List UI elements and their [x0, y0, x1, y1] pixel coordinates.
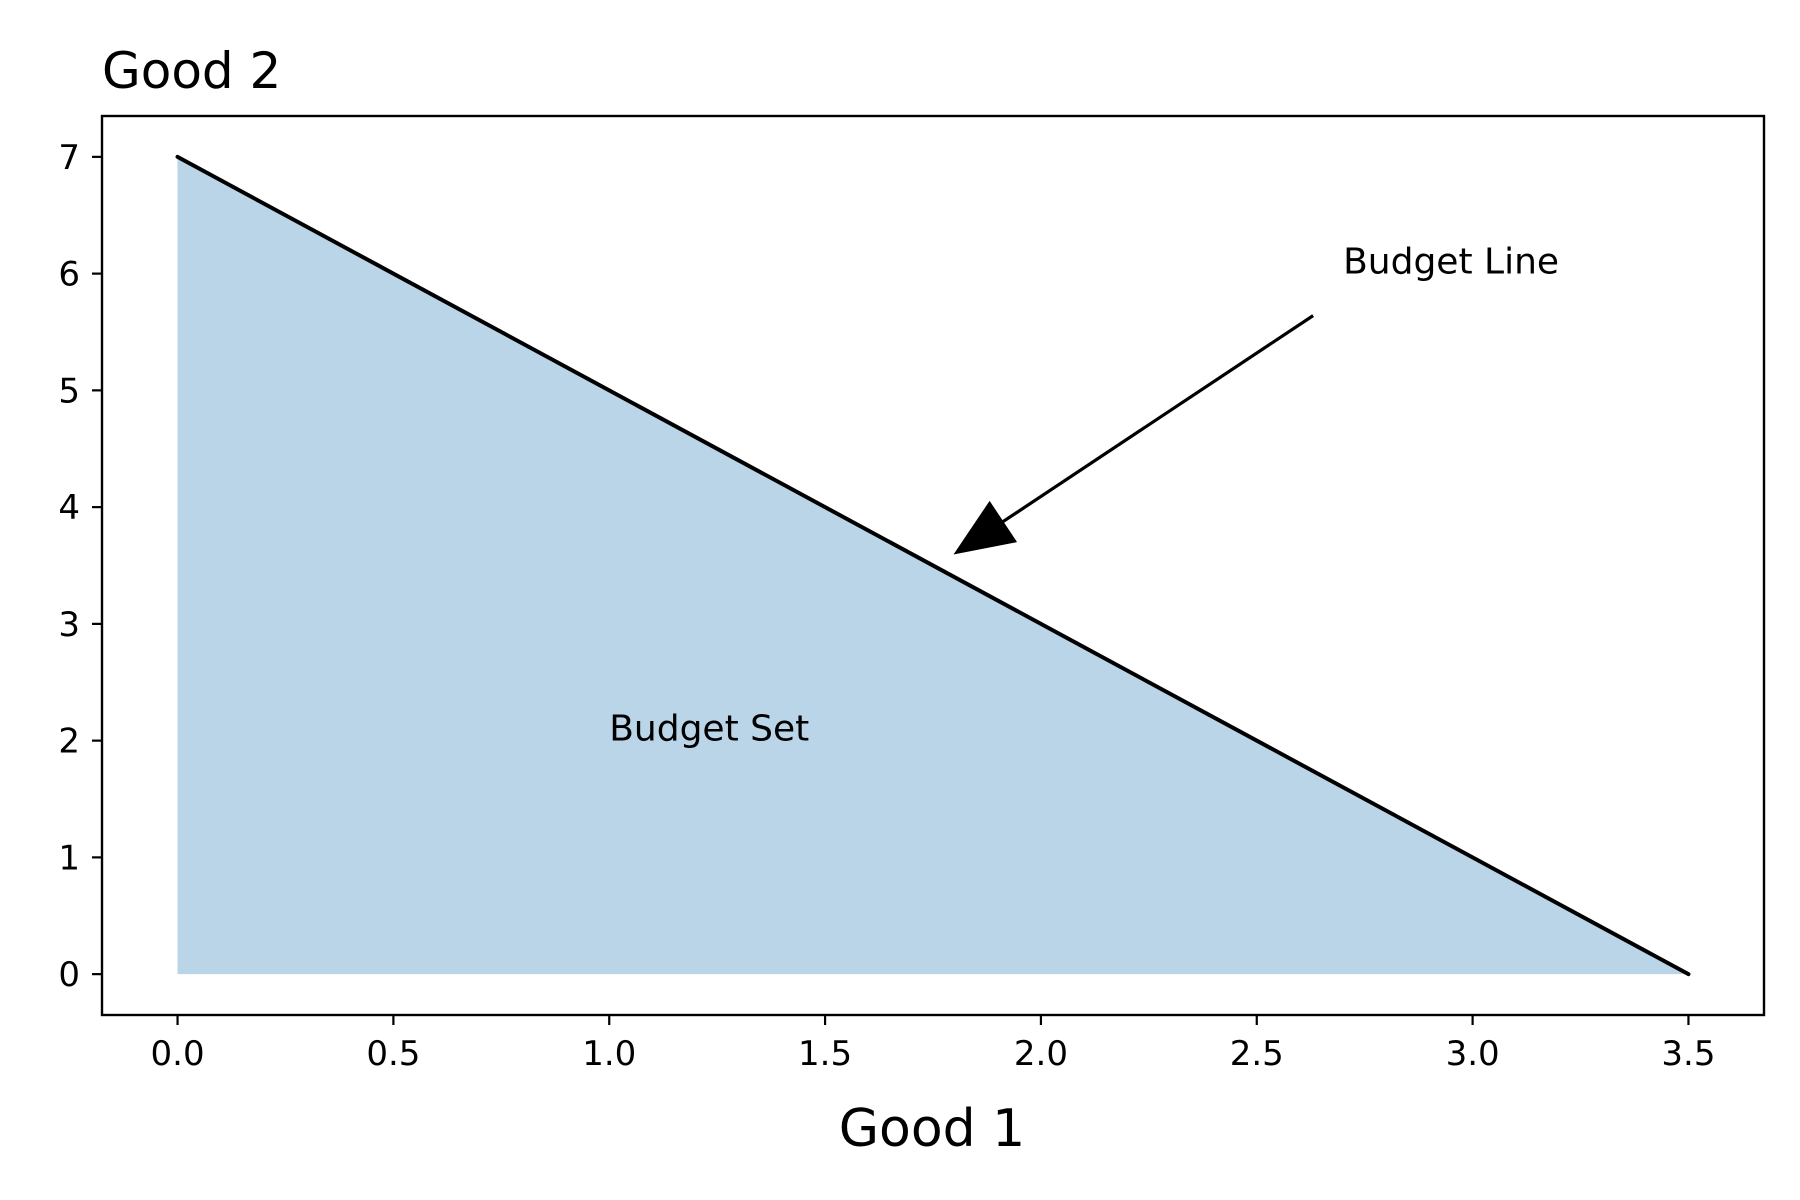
x-tick-label: 2.5 — [1230, 1034, 1284, 1074]
y-tick-label: 3 — [58, 605, 80, 645]
x-tick-label: 1.5 — [798, 1034, 852, 1074]
x-axis-title: Good 1 — [839, 1099, 1026, 1159]
y-tick-label: 4 — [58, 488, 80, 528]
x-tick-label: 3.0 — [1446, 1034, 1500, 1074]
annotation-arrow-shaft — [1002, 314, 1314, 524]
budget-line-label: Budget Line — [1343, 242, 1559, 283]
y-axis-title: Good 2 — [102, 42, 281, 100]
x-tick-label: 0.0 — [151, 1034, 205, 1074]
budget-line — [175, 154, 1691, 977]
x-tick-label: 1.0 — [582, 1034, 636, 1074]
y-tick-label: 7 — [58, 138, 80, 178]
budget-set-label: Budget Set — [609, 709, 809, 750]
budget-line-layer — [175, 154, 1691, 977]
x-axis-ticks: 0.0 0.5 1.0 1.5 2.0 2.5 3.0 3.5 — [151, 1015, 1715, 1074]
annotation-arrow-head — [953, 500, 1018, 555]
y-tick-label: 2 — [58, 722, 80, 762]
x-tick-label: 3.5 — [1661, 1034, 1715, 1074]
y-tick-label: 1 — [58, 838, 80, 878]
annotation-layer: Budget Line Budget Set — [609, 242, 1559, 750]
plot-frame — [100, 114, 1766, 1017]
y-tick-label: 6 — [58, 255, 80, 295]
y-tick-label: 5 — [58, 371, 80, 411]
x-tick-label: 0.5 — [366, 1034, 420, 1074]
y-tick-label: 0 — [58, 955, 80, 995]
x-tick-label: 2.0 — [1014, 1034, 1068, 1074]
y-axis-ticks: 0 1 2 3 4 5 6 7 — [58, 138, 102, 995]
